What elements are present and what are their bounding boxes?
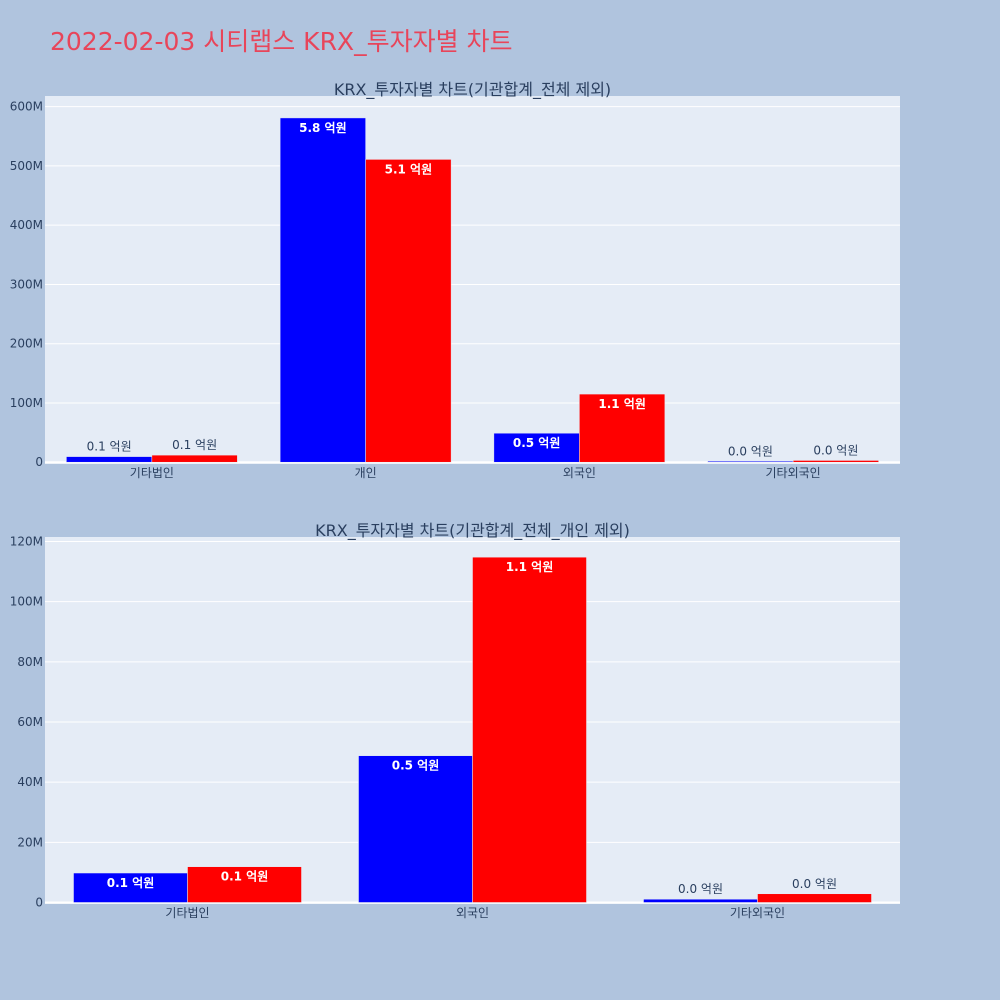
- y-tick-label: 80M: [17, 655, 43, 669]
- data-label: 1.1 억원: [506, 560, 554, 574]
- bar: [66, 456, 153, 463]
- data-label: 0.5 억원: [392, 759, 440, 773]
- y-tick-label: 0: [35, 455, 43, 469]
- chart-1: 0 100M 200M 300M 400M 500M 600M KRX_투자자별 차트(기관합…: [10, 80, 900, 480]
- data-label: 0.1 억원: [107, 876, 155, 890]
- bar: [358, 755, 473, 903]
- chart-title: KRX_투자자별 차트(기관합계_전체 제외): [334, 80, 611, 100]
- x-tick-label: 기타법인: [130, 466, 174, 480]
- data-label: 0.5 억원: [513, 436, 561, 450]
- y-tick-label: 20M: [17, 835, 43, 849]
- bar: [757, 893, 872, 903]
- y-tick-label: 100M: [10, 396, 43, 410]
- y-tick-label: 100M: [10, 595, 43, 609]
- y-tick-label: 500M: [10, 159, 43, 173]
- x-tick-label: 개인: [355, 466, 377, 480]
- data-label: 0.0 억원: [678, 882, 723, 896]
- chart-title: KRX_투자자별 차트(기관합계_전체_개인 제외): [315, 521, 630, 541]
- bar: [187, 866, 302, 903]
- bar: [643, 898, 758, 903]
- data-label: 0.0 억원: [792, 877, 837, 891]
- bar: [151, 454, 238, 463]
- x-tick-label: 기타외국인: [730, 906, 785, 920]
- data-label: 0.1 억원: [87, 440, 132, 454]
- data-label: 1.1 억원: [598, 397, 646, 411]
- chart-2: 0 20M 40M 60M 80M 100M 120M KRX_투자자별 차트(기관합계_전체…: [10, 521, 900, 920]
- y-tick-label: 0: [35, 895, 43, 909]
- y-tick-label: 300M: [10, 277, 43, 291]
- y-tick-label: 120M: [10, 535, 43, 549]
- y-tick-label: 400M: [10, 218, 43, 232]
- bar: [472, 556, 587, 903]
- bar: [73, 872, 188, 903]
- data-label: 5.8 억원: [299, 121, 347, 135]
- y-tick-label: 60M: [17, 715, 43, 729]
- data-label: 0.1 억원: [221, 870, 269, 884]
- bar: [792, 460, 879, 463]
- bar: [365, 159, 452, 463]
- x-tick-label: 기타법인: [165, 906, 209, 920]
- plot-area: [45, 96, 900, 464]
- bar: [579, 393, 666, 463]
- x-tick-label: 외국인: [456, 906, 489, 920]
- y-tick-label: 600M: [10, 100, 43, 114]
- data-label: 0.0 억원: [813, 443, 858, 457]
- y-tick-label: 40M: [17, 775, 43, 789]
- x-tick-label: 외국인: [563, 466, 596, 480]
- x-tick-label: 기타외국인: [766, 466, 821, 480]
- bar: [707, 460, 794, 463]
- data-label: 5.1 억원: [385, 162, 433, 176]
- bar: [279, 117, 366, 463]
- data-label: 0.0 억원: [728, 445, 773, 459]
- page-title: 2022-02-03 시티랩스 KRX_투자자별 차트: [50, 27, 513, 56]
- y-tick-label: 200M: [10, 337, 43, 351]
- data-label: 0.1 억원: [172, 438, 217, 452]
